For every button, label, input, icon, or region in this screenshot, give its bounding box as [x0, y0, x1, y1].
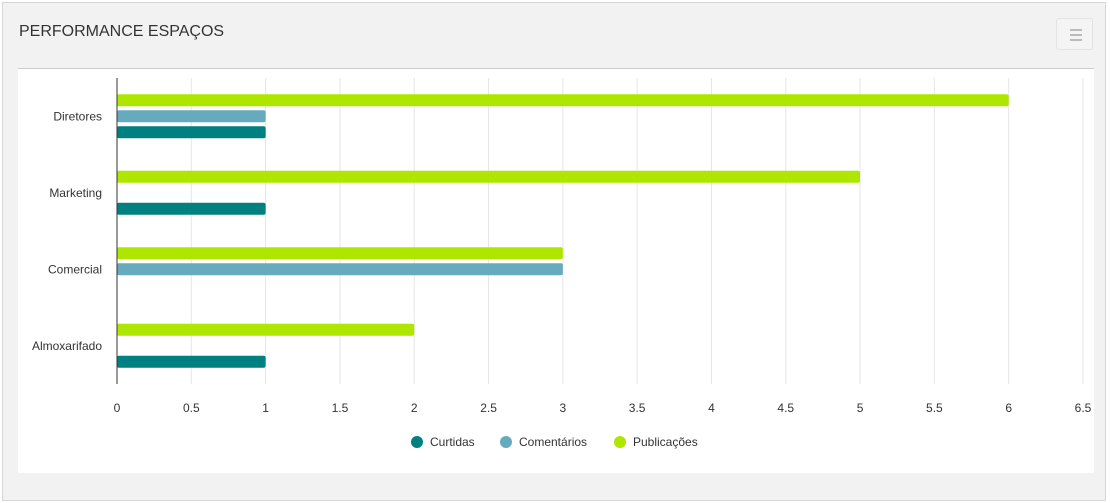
- x-tick-label: 1.5: [332, 401, 349, 415]
- x-tick-label: 6.5: [1075, 401, 1092, 415]
- chart-menu-button[interactable]: [1056, 18, 1093, 50]
- bar-curtidas[interactable]: [117, 202, 266, 215]
- hamburger-icon: [1070, 29, 1082, 31]
- x-tick-label: 4.5: [777, 401, 794, 415]
- bar-comentários[interactable]: [117, 263, 563, 276]
- bar-publicações[interactable]: [117, 170, 861, 183]
- legend-marker[interactable]: [500, 436, 512, 448]
- legend-label[interactable]: Curtidas: [430, 435, 475, 449]
- x-tick-label: 2: [411, 401, 418, 415]
- bar-publicações[interactable]: [117, 247, 563, 260]
- y-category-label: Marketing: [49, 186, 102, 200]
- bar-curtidas[interactable]: [117, 355, 266, 368]
- bar-curtidas[interactable]: [117, 126, 266, 139]
- bar-comentários[interactable]: [117, 110, 266, 123]
- x-tick-label: 3.5: [629, 401, 646, 415]
- y-category-label: Almoxarifado: [32, 339, 102, 353]
- y-category-label: Comercial: [48, 262, 102, 276]
- x-tick-label: 3: [560, 401, 567, 415]
- y-category-label: Diretores: [53, 109, 102, 123]
- hamburger-icon-line: [1070, 34, 1082, 36]
- hamburger-icon-line: [1070, 39, 1082, 41]
- legend-label[interactable]: Publicações: [633, 435, 698, 449]
- panel-title: PERFORMANCE ESPAÇOS: [19, 23, 225, 40]
- legend-marker[interactable]: [614, 436, 626, 448]
- x-tick-label: 5.5: [926, 401, 943, 415]
- x-tick-label: 6: [1005, 401, 1012, 415]
- bar-publicações[interactable]: [117, 323, 415, 336]
- x-tick-label: 2.5: [480, 401, 497, 415]
- x-tick-label: 0: [114, 401, 121, 415]
- bar-publicações[interactable]: [117, 94, 1009, 107]
- x-tick-label: 4: [708, 401, 715, 415]
- legend-marker[interactable]: [411, 436, 423, 448]
- x-tick-label: 1: [262, 401, 269, 415]
- legend-label[interactable]: Comentários: [519, 435, 587, 449]
- x-tick-label: 5: [857, 401, 864, 415]
- x-tick-label: 0.5: [183, 401, 200, 415]
